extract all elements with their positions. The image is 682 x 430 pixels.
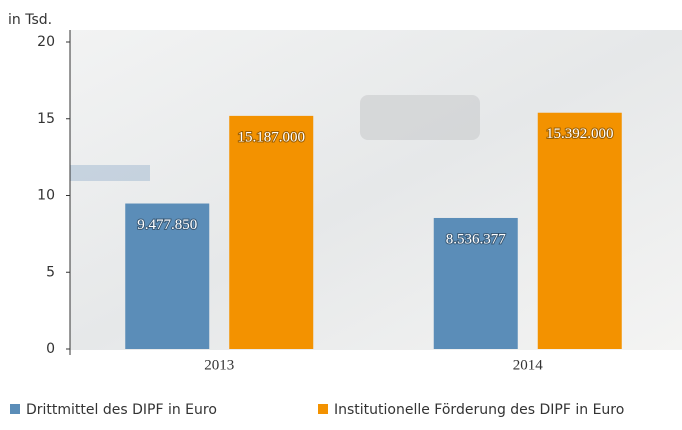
value-label: 15.187.000 <box>238 129 306 145</box>
legend-swatch <box>10 404 20 414</box>
y-tick-label: 20 <box>37 34 55 50</box>
legend-label: Institutionelle Förderung des DIPF in Eu… <box>334 402 624 418</box>
y-tick-label: 10 <box>37 188 55 204</box>
y-tick-label: 0 <box>46 341 55 357</box>
y-tick-label: 5 <box>46 264 55 280</box>
x-tick-label: 2014 <box>513 357 544 373</box>
legend-swatch <box>318 404 328 414</box>
value-label: 9.477.850 <box>137 217 197 233</box>
value-label: 8.536.377 <box>446 231 507 247</box>
background-photo <box>70 165 150 181</box>
y-axis-label: in Tsd. <box>8 12 52 28</box>
legend-label: Drittmittel des DIPF in Euro <box>26 402 217 418</box>
y-tick-label: 15 <box>37 111 55 127</box>
chart: in Tsd. 0 5 10 15 20 2013 9.477.850 15.187.000 2… <box>0 0 682 430</box>
background-photo <box>360 95 480 140</box>
bar <box>229 116 313 349</box>
value-label: 15.392.000 <box>546 126 614 142</box>
bar <box>538 113 622 349</box>
x-tick-label: 2013 <box>204 357 234 373</box>
